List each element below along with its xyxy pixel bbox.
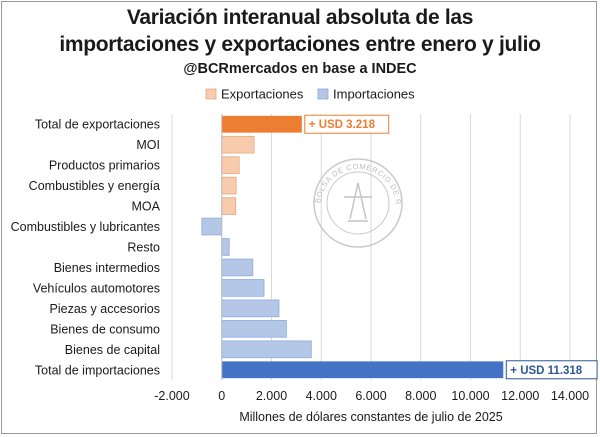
category-label: MOA <box>132 200 161 214</box>
category-label: MOI <box>136 138 160 152</box>
data-label: + USD 3.218 <box>309 119 376 131</box>
x-tick-label: 12.000 <box>501 389 539 403</box>
data-label-box <box>304 114 390 134</box>
x-tick-label: 4.000 <box>306 389 337 403</box>
chart-subtitle: @BCRmercados en base a INDEC <box>183 61 417 77</box>
bar-bienes-de-capital <box>221 340 312 359</box>
bar-bienes-de-consumo <box>221 320 287 338</box>
category-labels: Total de exportaciones MOI Productos prima… <box>11 118 161 378</box>
x-tick-label: 10.000 <box>451 389 489 403</box>
x-tick-label: 2.000 <box>256 389 287 403</box>
category-label: Bienes de capital <box>65 343 160 357</box>
bars <box>201 114 504 380</box>
category-label: Total de exportaciones <box>35 118 160 132</box>
data-label-box <box>505 360 598 380</box>
category-label: Total de importaciones <box>35 363 160 377</box>
bar-productos-primarios <box>221 156 240 174</box>
bar-bienes-intermedios <box>221 258 254 277</box>
category-label: Resto <box>127 241 160 255</box>
x-tick-labels: -2.000 0 2.000 4.000 6.000 8.000 10.000 12.000 1… <box>154 389 589 403</box>
seal-inner-ring <box>326 171 390 235</box>
bar-combustibles-y-energía <box>221 176 237 195</box>
bar-piezas-y-accesorios <box>221 299 280 318</box>
bar-total-de-importaciones <box>221 361 504 379</box>
data-label: + USD 11.318 <box>510 365 583 377</box>
category-label: Combustibles y energía <box>29 179 160 193</box>
gridlines <box>171 114 571 380</box>
bar-moi <box>221 135 255 154</box>
x-tick-label: 8.000 <box>405 389 436 403</box>
x-tick-label: -2.000 <box>154 389 189 403</box>
bar-total-de-exportaciones <box>221 115 302 133</box>
seal-emblem <box>344 182 372 222</box>
category-label: Piezas y accesorios <box>50 302 160 316</box>
bar-resto <box>221 238 230 256</box>
x-axis-label: Millones de dólares constantes de julio … <box>239 410 502 424</box>
legend: Exportaciones Importaciones <box>205 87 415 102</box>
category-label: Bienes de consumo <box>50 322 160 336</box>
category-label: Productos primarios <box>49 159 160 173</box>
legend-swatch <box>205 88 217 100</box>
seal-text: BOLSA DE COMERCIO DE ROSARIO <box>0 0 403 205</box>
chart-title-line-2: importaciones y exportaciones entre ener… <box>59 33 541 56</box>
category-label: Bienes intermedios <box>54 261 160 275</box>
category-label: Vehículos automotores <box>33 281 160 295</box>
x-tick-label: 14.000 <box>551 389 589 403</box>
category-label: Combustibles y lubricantes <box>11 220 160 234</box>
data-labels: + USD 3.218 + USD 11.318 <box>304 114 598 380</box>
seal-outer-ring <box>313 158 403 248</box>
bar-vehículos-automotores <box>221 279 265 297</box>
bar-moa <box>221 197 237 215</box>
legend-entry: Importaciones <box>333 87 415 102</box>
bar-combustibles-y-lubricantes <box>201 217 223 236</box>
x-tick-label: 6.000 <box>355 389 386 403</box>
legend-entry: Exportaciones <box>221 87 304 102</box>
chart-title-line-1: Variación interanual absoluta de las <box>126 6 474 29</box>
legend-swatch <box>317 88 329 100</box>
x-tick-label: 0 <box>218 389 225 403</box>
